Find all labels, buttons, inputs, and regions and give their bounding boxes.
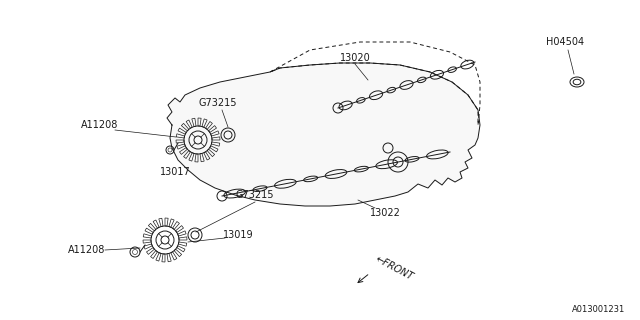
Text: 13022: 13022 <box>369 208 401 218</box>
Text: 13019: 13019 <box>223 230 253 240</box>
Polygon shape <box>167 63 480 206</box>
Text: ←FRONT: ←FRONT <box>374 254 415 282</box>
Text: G73215: G73215 <box>236 190 275 200</box>
Text: A013001231: A013001231 <box>572 306 625 315</box>
Text: G73215: G73215 <box>199 98 237 108</box>
Text: H04504: H04504 <box>546 37 584 47</box>
Text: A11208: A11208 <box>81 120 118 130</box>
Text: 13020: 13020 <box>340 53 371 63</box>
Text: 13017: 13017 <box>159 167 190 177</box>
Text: A11208: A11208 <box>68 245 106 255</box>
